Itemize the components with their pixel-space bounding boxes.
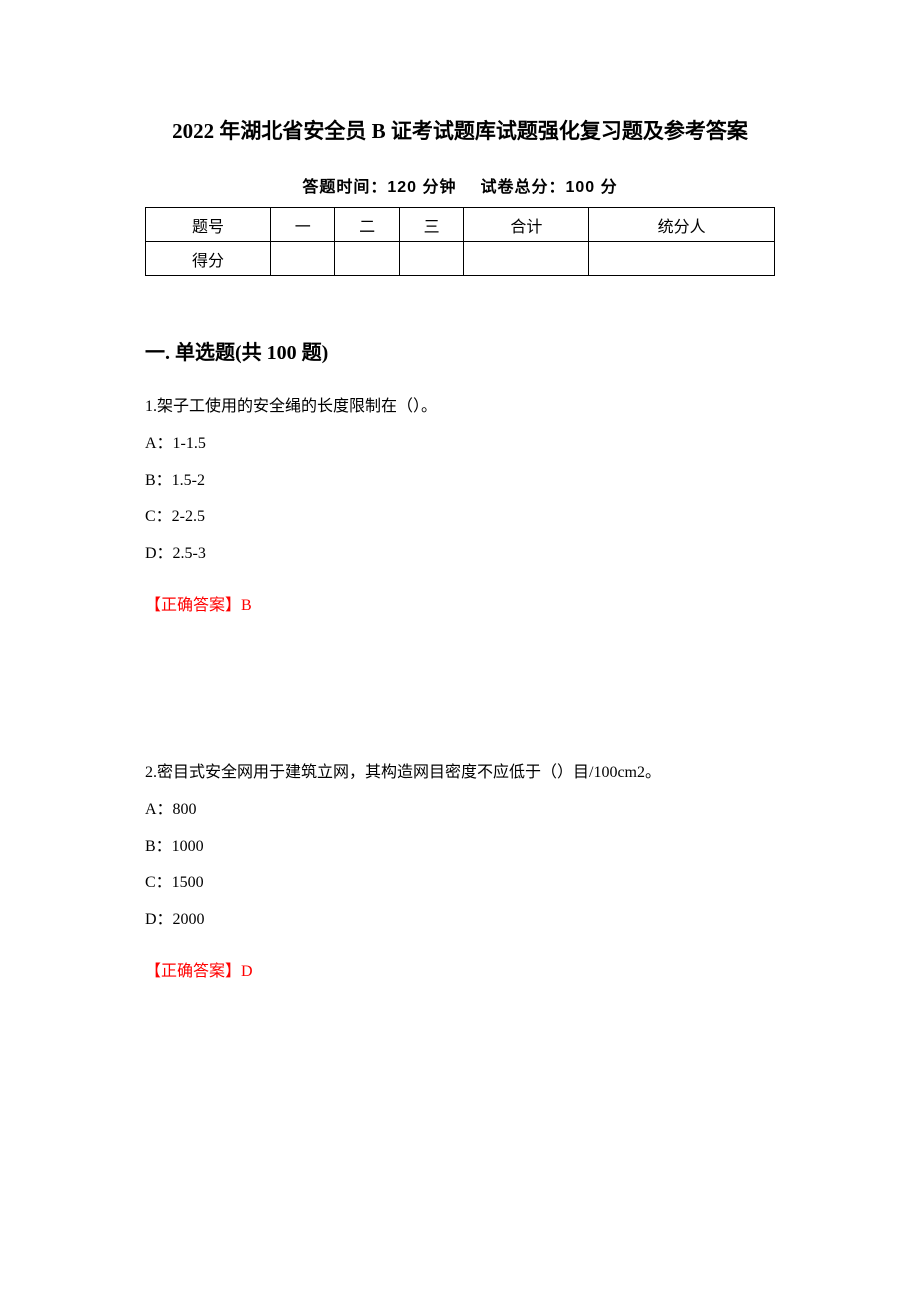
table-cell: 一 <box>271 208 335 242</box>
question-block: 1.架子工使用的安全绳的长度限制在（）。 A：1-1.5 B：1.5-2 C：2… <box>145 389 775 615</box>
answer-line: 【正确答案】B <box>145 591 775 615</box>
question-number: 1. <box>145 398 157 415</box>
option-line: D：2000 <box>145 902 775 939</box>
option-line: B：1.5-2 <box>145 463 775 500</box>
answer-prefix: 【正确答案】 <box>145 963 241 980</box>
table-cell <box>589 242 775 276</box>
answer-prefix: 【正确答案】 <box>145 597 241 614</box>
question-body: 架子工使用的安全绳的长度限制在（）。 <box>157 398 437 415</box>
table-cell: 合计 <box>464 208 589 242</box>
table-cell <box>399 242 463 276</box>
table-cell: 二 <box>335 208 399 242</box>
question-text: 2.密目式安全网用于建筑立网，其构造网目密度不应低于（）目/100cm2。 <box>145 755 775 792</box>
answer-value: B <box>241 597 252 614</box>
table-cell <box>271 242 335 276</box>
table-cell: 统分人 <box>589 208 775 242</box>
question-body: 密目式安全网用于建筑立网，其构造网目密度不应低于（）目/100cm2。 <box>157 764 661 781</box>
option-line: D：2.5-3 <box>145 536 775 573</box>
option-line: B：1000 <box>145 829 775 866</box>
option-line: C：1500 <box>145 865 775 902</box>
question-number: 2. <box>145 764 157 781</box>
option-line: C：2-2.5 <box>145 499 775 536</box>
answer-line: 【正确答案】D <box>145 957 775 981</box>
question-text: 1.架子工使用的安全绳的长度限制在（）。 <box>145 389 775 426</box>
table-cell <box>335 242 399 276</box>
page-title: 2022 年湖北省安全员 B 证考试题库试题强化复习题及参考答案 <box>145 115 775 145</box>
table-row: 题号 一 二 三 合计 统分人 <box>146 208 775 242</box>
table-row: 得分 <box>146 242 775 276</box>
total-label: 试卷总分：100 分 <box>481 179 618 196</box>
answer-value: D <box>241 963 253 980</box>
exam-meta: 答题时间：120 分钟 试卷总分：100 分 <box>145 173 775 197</box>
score-table: 题号 一 二 三 合计 统分人 得分 <box>145 207 775 276</box>
option-line: A：800 <box>145 792 775 829</box>
time-label: 答题时间：120 分钟 <box>302 179 456 196</box>
table-cell: 题号 <box>146 208 271 242</box>
question-block: 2.密目式安全网用于建筑立网，其构造网目密度不应低于（）目/100cm2。 A：… <box>145 755 775 981</box>
option-line: A：1-1.5 <box>145 426 775 463</box>
table-cell: 得分 <box>146 242 271 276</box>
table-cell <box>464 242 589 276</box>
section-heading: 一. 单选题(共 100 题) <box>145 336 775 365</box>
table-cell: 三 <box>399 208 463 242</box>
